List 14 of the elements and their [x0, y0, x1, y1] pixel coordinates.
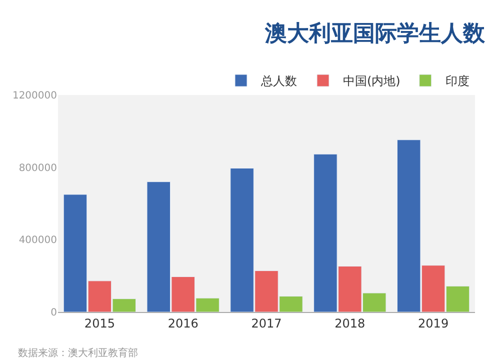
x-tick-label: 2019 — [418, 316, 449, 330]
y-tick-label: 800000 — [18, 162, 57, 174]
chart-title: 澳大利亚国际学生人数 — [264, 22, 486, 47]
x-tick-label: 2015 — [84, 316, 115, 330]
x-tick-label: 2018 — [334, 316, 366, 330]
source-note: 数据来源：澳大利亚教育部 — [18, 347, 138, 359]
y-tick-label: 400000 — [18, 235, 57, 246]
y-tick-label: 0 — [50, 308, 57, 318]
legend-label: 中国(内地) — [343, 74, 400, 88]
x-tick-label: 2017 — [251, 316, 282, 330]
legend-label: 印度 — [445, 74, 470, 88]
legend-label: 总人数 — [260, 74, 297, 88]
y-tick-label: 1200000 — [12, 90, 57, 102]
x-tick-label: 2016 — [168, 316, 198, 330]
